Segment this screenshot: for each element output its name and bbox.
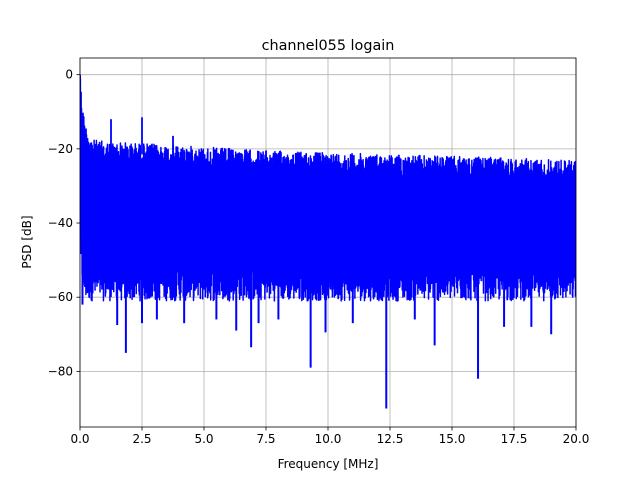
x-tick-label-5: 12.5 [377,432,404,446]
x-tick-label-1: 2.5 [132,432,151,446]
x-tick-label-2: 5.0 [194,432,213,446]
y-axis-label: PSD [dB] [20,215,34,268]
x-tick-label-7: 17.5 [501,432,528,446]
x-tick-label-6: 15.0 [439,432,466,446]
x-tick-label-4: 10.0 [315,432,342,446]
y-tick-label-2: −40 [48,216,73,230]
chart-title: channel055 logain [262,38,395,54]
y-tick-label-0: 0 [65,68,73,82]
y-tick-label-4: −80 [48,364,73,378]
plot-area: 0.0 2.5 5.0 7.5 10.0 12.5 15.0 17.5 20.0 0 −20 −40 −… [48,57,590,446]
x-tick-label-3: 7.5 [256,432,275,446]
y-tick-label-1: −20 [48,142,73,156]
x-tick-label-0: 0.0 [70,432,89,446]
psd-series-line [80,74,576,302]
x-axis-label: Frequency [MHz] [278,457,379,471]
y-tick-label-3: −60 [48,290,73,304]
x-tick-label-8: 20.0 [563,432,590,446]
